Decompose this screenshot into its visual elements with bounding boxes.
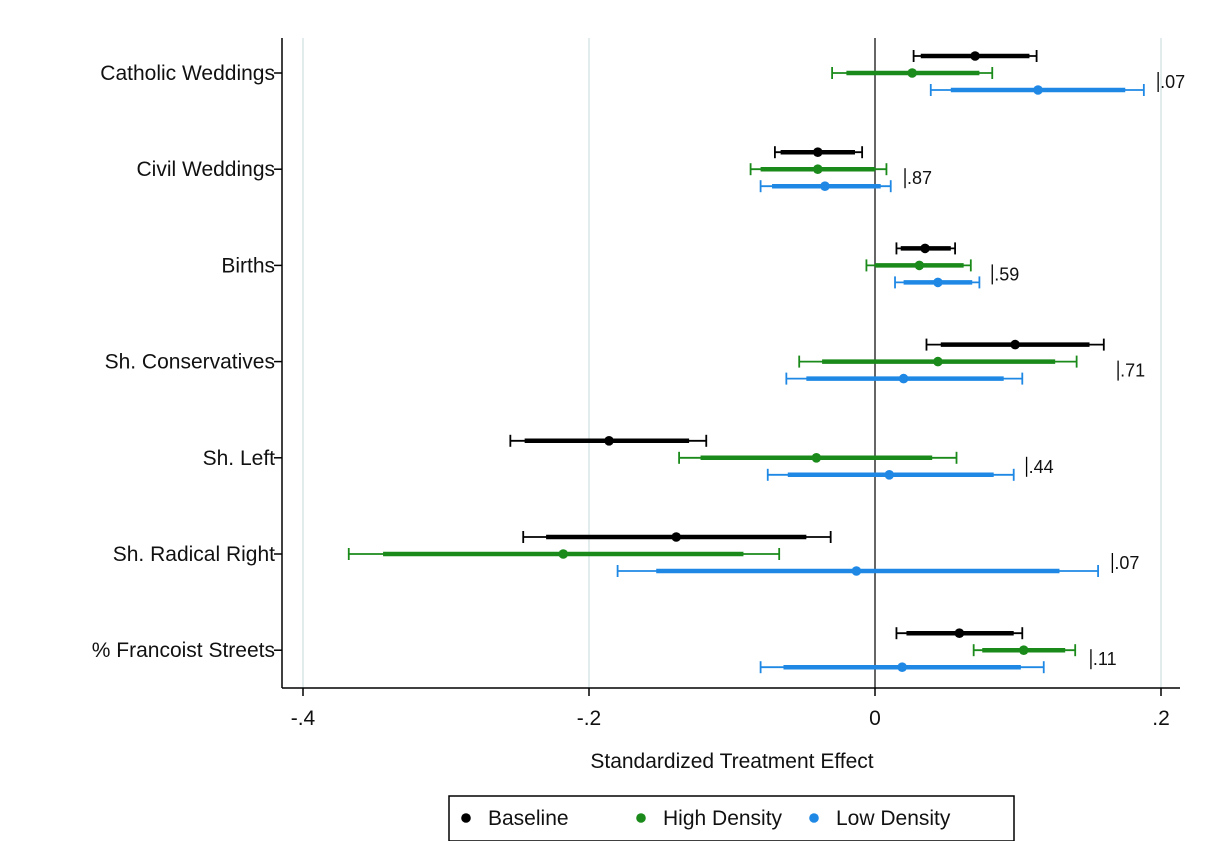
point-estimate [933,356,943,367]
x-tick-label: 0 [869,707,881,730]
x-axis-ticks: -.4 -.2 0 .2 [291,688,1170,730]
x-tick-label: .2 [1152,707,1170,730]
point-estimate [813,147,823,157]
point-estimate [954,628,965,638]
annotations: .07 .87 .59 .71 .44 .07 .11 [904,72,1185,670]
axes [281,38,1180,689]
point-estimate [933,277,943,288]
legend-item-high-density: High Density [636,807,783,830]
y-tick-label: Sh. Radical Right [113,543,275,566]
point-estimate [914,260,925,271]
x-tick-label: -.2 [577,707,602,730]
point-estimate [897,662,907,672]
point-estimate [558,549,569,559]
series-baseline [509,50,1105,640]
y-tick-label: Sh. Left [203,447,276,470]
y-tick-label: % Francoist Streets [92,639,275,662]
legend-marker [809,813,819,823]
point-estimate [851,566,862,576]
point-estimate [884,470,895,480]
y-axis-categories: Catholic Weddings Civil Weddings Births Sh.… [92,62,282,662]
gridlines [302,38,1162,688]
point-estimate [970,51,980,61]
legend-marker [636,813,646,823]
series-marks [347,50,1145,674]
point-estimate [1010,339,1020,350]
pvalue-label: .07 [1114,553,1139,573]
point-estimate [907,68,917,78]
legend-item-baseline: Baseline [461,807,569,830]
legend-label: Baseline [488,807,569,830]
series-low-density [616,84,1145,674]
legend-item-low-density: Low Density [809,807,951,830]
y-tick-label: Civil Weddings [137,158,276,181]
pvalue-label: .59 [994,264,1019,284]
pvalue-label: .44 [1029,457,1054,477]
legend: Baseline High Density Low Density [448,795,1015,841]
point-estimate [813,164,823,174]
point-estimate [604,436,614,446]
x-tick-label: -.4 [291,707,316,730]
point-estimate [920,243,930,254]
pvalue-label: .11 [1093,649,1117,669]
legend-marker [461,813,471,823]
x-axis-label: Standardized Treatment Effect [590,750,873,773]
point-estimate [820,181,830,191]
point-estimate [811,453,822,463]
y-tick-label: Catholic Weddings [100,62,275,85]
series-high-density [347,67,1078,657]
pvalue-label: .71 [1120,361,1145,381]
y-tick-label: Births [221,254,275,277]
legend-frame [448,795,1015,841]
legend-label: Low Density [836,807,951,830]
y-tick-label: Sh. Conservatives [105,351,275,374]
point-estimate [671,532,682,542]
point-estimate [1033,85,1043,95]
legend-label: High Density [663,807,783,830]
point-estimate [1018,645,1029,655]
point-estimate [898,373,909,384]
pvalue-label: .07 [1160,72,1185,92]
pvalue-label: .87 [907,168,932,188]
